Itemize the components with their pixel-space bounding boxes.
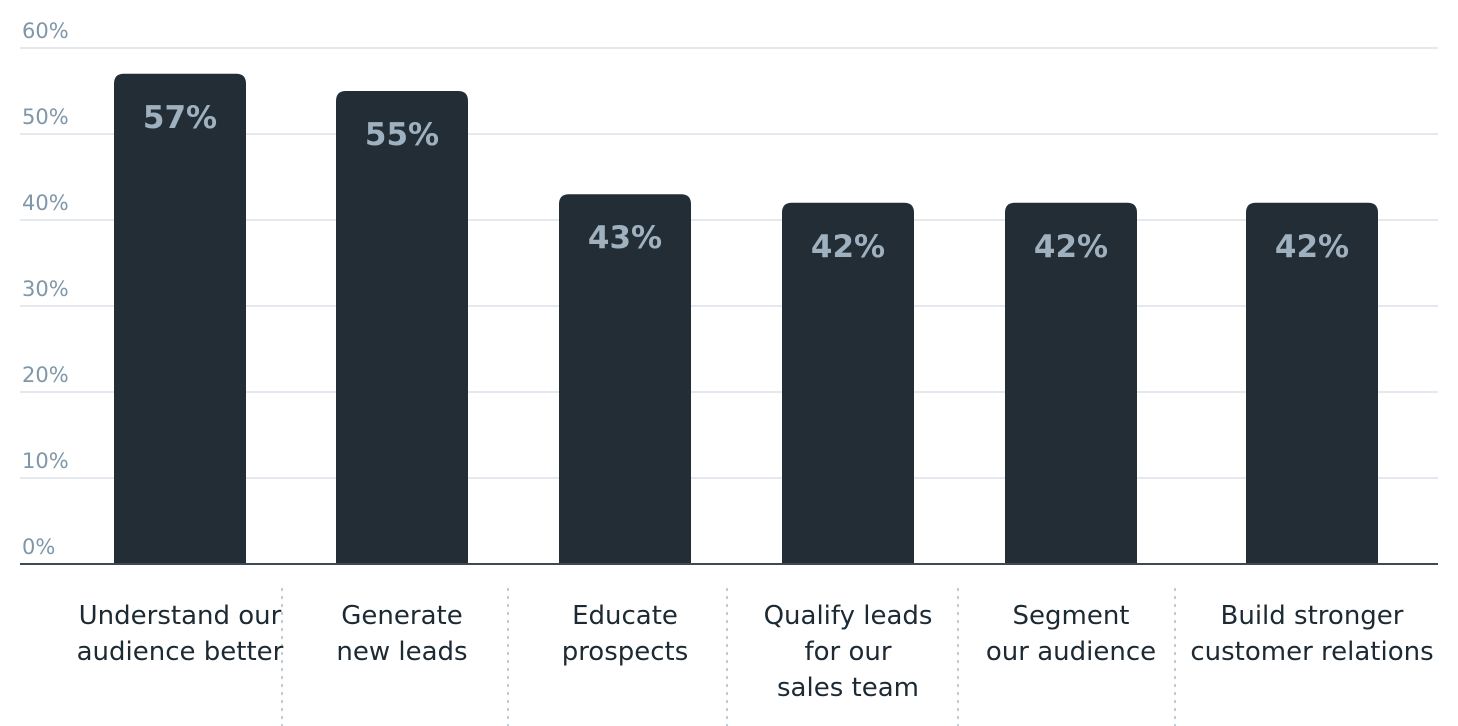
y-tick-label: 20% xyxy=(22,363,69,387)
x-category-label-line: audience better xyxy=(77,637,284,667)
bar-value-label: 42% xyxy=(811,229,885,265)
x-category-label-line: Build stronger xyxy=(1221,601,1404,631)
x-category-label: Educate prospects xyxy=(562,601,689,667)
x-category-label-line: for our xyxy=(804,637,891,667)
x-category-label: Generate new leads xyxy=(336,601,467,667)
bar xyxy=(782,202,914,565)
x-category-label-line: Educate xyxy=(572,601,678,631)
bar-value-label: 42% xyxy=(1275,229,1349,265)
y-tick-label: 10% xyxy=(22,449,69,473)
y-tick-label: 40% xyxy=(22,191,69,215)
x-category-label: Build stronger customer relations xyxy=(1190,601,1433,667)
bar-value-label: 43% xyxy=(588,220,662,256)
x-category-label-line: Understand our xyxy=(79,601,282,631)
bar-value-label: 42% xyxy=(1034,229,1108,265)
x-category-label-line: Segment xyxy=(1013,601,1130,631)
bar-value-label: 55% xyxy=(365,117,439,153)
bar xyxy=(1005,202,1137,565)
gridlines xyxy=(20,47,1438,479)
x-category-label-line: prospects xyxy=(562,637,689,667)
bar xyxy=(1246,202,1378,565)
x-category-label-line: Qualify leads xyxy=(764,601,933,631)
bar-value-label: 57% xyxy=(143,100,217,136)
x-axis-labels: Understand our audience better Generate new… xyxy=(77,601,1434,703)
y-tick-label: 30% xyxy=(22,277,69,301)
bar xyxy=(559,194,691,564)
bar xyxy=(114,73,246,565)
x-category-label: Qualify leads for our sales team xyxy=(764,601,933,703)
y-tick-label: 50% xyxy=(22,105,69,129)
bars: 57% 55% 43% 42% 42% 42% xyxy=(114,73,1378,565)
x-category-label-line: sales team xyxy=(777,673,919,703)
y-tick-label: 0% xyxy=(22,535,55,559)
y-axis-ticks: 0% 10% 20% 30% 40% 50% 60% xyxy=(22,19,69,559)
x-category-label: Understand our audience better xyxy=(77,601,284,667)
x-category-label-line: Generate xyxy=(341,601,462,631)
category-separators xyxy=(281,588,1176,726)
x-category-label-line: customer relations xyxy=(1190,637,1433,667)
x-category-label-line: new leads xyxy=(336,637,467,667)
x-category-label: Segment our audience xyxy=(986,601,1156,667)
x-category-label-line: our audience xyxy=(986,637,1156,667)
y-tick-label: 60% xyxy=(22,19,69,43)
bar xyxy=(336,91,468,564)
